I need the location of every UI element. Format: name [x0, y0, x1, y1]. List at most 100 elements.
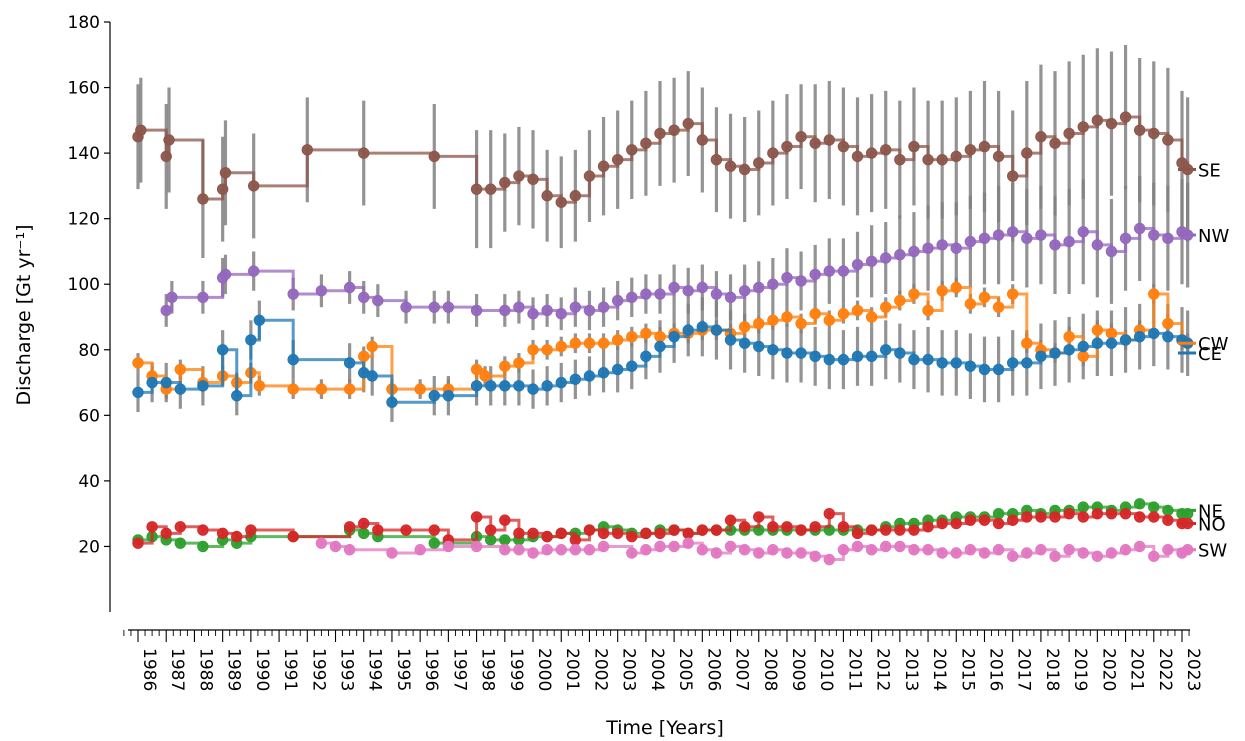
- x-tick-label: 1995: [393, 648, 413, 691]
- data-point: [767, 314, 779, 326]
- data-point: [197, 380, 209, 392]
- data-point: [738, 521, 751, 533]
- data-point: [166, 291, 178, 304]
- data-point: [781, 521, 793, 533]
- data-point: [499, 360, 511, 372]
- data-point: [1148, 501, 1160, 513]
- data-point: [386, 396, 398, 408]
- data-point: [160, 527, 172, 540]
- data-point: [527, 383, 539, 395]
- data-point: [1119, 507, 1132, 520]
- x-tick-label: 2017: [1014, 648, 1034, 691]
- data-point: [1077, 350, 1089, 363]
- data-point: [1162, 134, 1174, 146]
- data-point: [767, 544, 779, 556]
- x-tick-label: 1988: [195, 648, 215, 691]
- data-point: [626, 530, 638, 543]
- data-point: [428, 537, 440, 549]
- x-tick-label: 1999: [506, 648, 526, 691]
- data-point: [823, 507, 835, 520]
- region-label-ne: NE: [1198, 501, 1223, 522]
- y-tick-label: 100: [68, 275, 100, 295]
- x-tick-label: 2005: [675, 648, 695, 691]
- data-point: [908, 140, 920, 153]
- data-point: [287, 383, 299, 395]
- x-tick-label: 2002: [590, 648, 610, 691]
- data-point: [358, 350, 370, 363]
- data-point: [541, 544, 553, 556]
- data-point: [428, 389, 440, 402]
- data-point: [809, 308, 821, 320]
- data-point: [865, 147, 878, 159]
- data-point: [513, 301, 525, 313]
- error-bars-layer: [136, 44, 1190, 563]
- data-point: [611, 527, 624, 540]
- data-point: [569, 373, 582, 385]
- data-point: [724, 334, 737, 346]
- x-tick-label: 2019: [1070, 648, 1090, 691]
- data-point: [978, 547, 991, 559]
- data-point: [135, 124, 147, 136]
- data-point: [964, 144, 977, 156]
- data-point: [583, 170, 596, 182]
- data-point: [851, 350, 864, 363]
- data-point: [865, 544, 878, 556]
- y-axis-title: Discharge [Gt yr⁻¹]: [13, 225, 35, 406]
- data-point: [442, 540, 455, 553]
- data-point: [470, 511, 483, 523]
- data-point: [428, 150, 440, 163]
- data-point: [668, 281, 680, 294]
- data-point: [626, 360, 638, 372]
- data-point: [513, 357, 525, 369]
- x-tick-label: 2003: [619, 648, 639, 691]
- series-sw: [315, 537, 1194, 566]
- data-point: [1133, 498, 1146, 510]
- data-point: [682, 527, 694, 540]
- data-point: [682, 324, 694, 336]
- data-point: [880, 301, 892, 313]
- data-point: [809, 521, 821, 533]
- data-point: [343, 357, 356, 369]
- data-point: [950, 242, 962, 254]
- x-tick-label: 2014: [929, 648, 949, 691]
- data-point: [992, 363, 1005, 376]
- data-point: [1162, 317, 1174, 330]
- data-point: [541, 530, 553, 543]
- data-point: [1105, 547, 1118, 559]
- data-point: [851, 258, 864, 271]
- data-point: [936, 517, 948, 530]
- data-point: [358, 147, 370, 159]
- data-point: [1162, 514, 1174, 526]
- data-point: [950, 547, 962, 559]
- data-point: [1105, 117, 1118, 130]
- data-point: [160, 376, 172, 389]
- data-point: [1077, 547, 1089, 559]
- data-point: [710, 524, 723, 536]
- data-point: [197, 291, 209, 304]
- data-point: [837, 544, 850, 556]
- data-point: [247, 180, 260, 192]
- data-point: [146, 521, 158, 533]
- data-point: [823, 134, 835, 146]
- data-point: [865, 255, 878, 267]
- data-point: [132, 386, 144, 399]
- data-point: [1077, 121, 1089, 133]
- data-point: [1091, 114, 1104, 127]
- data-point: [908, 544, 920, 556]
- series-no: [132, 507, 1194, 549]
- y-tick-label: 60: [78, 406, 100, 426]
- data-point: [865, 524, 878, 536]
- data-point: [640, 527, 652, 540]
- data-point: [837, 265, 850, 277]
- data-point: [795, 131, 807, 143]
- data-point: [569, 337, 582, 349]
- data-point: [1063, 127, 1075, 140]
- data-point: [710, 288, 723, 300]
- data-point: [513, 544, 525, 556]
- data-point: [499, 304, 511, 317]
- data-point: [1035, 131, 1047, 143]
- data-point: [795, 347, 807, 359]
- data-point: [1035, 350, 1047, 363]
- region-label-cw: CW: [1198, 334, 1229, 355]
